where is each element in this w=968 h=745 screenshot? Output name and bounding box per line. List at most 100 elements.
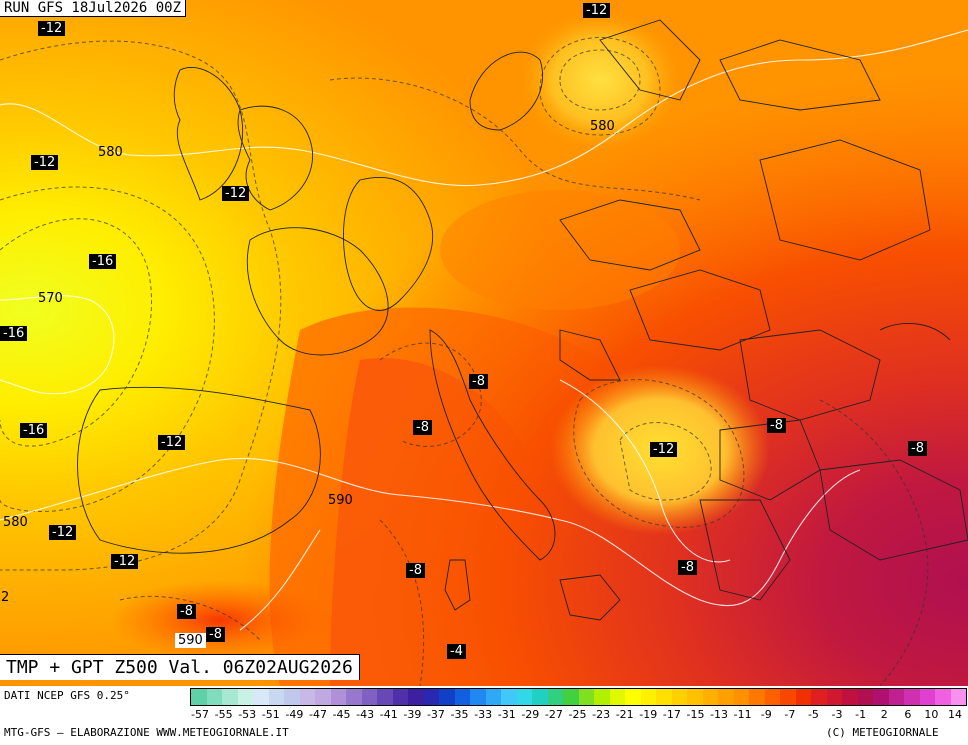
color-scale-swatch <box>826 689 842 705</box>
credit-right: (C) METEOGIORNALE <box>826 726 939 739</box>
color-scale-swatch <box>656 689 672 705</box>
temperature-label: -8 <box>206 627 225 642</box>
temperature-label: -12 <box>31 155 59 170</box>
temperature-field <box>0 0 968 686</box>
color-scale-swatch <box>563 689 579 705</box>
color-scale-tick-label: -33 <box>474 708 493 721</box>
color-scale-swatch <box>888 689 904 705</box>
color-scale-tick-label: -19 <box>639 708 658 721</box>
temperature-label: -16 <box>0 326 28 341</box>
color-scale-swatch <box>253 689 269 705</box>
color-scale-swatch <box>485 689 501 705</box>
color-scale-tick-label: -43 <box>356 708 375 721</box>
color-scale-tick-label: 2 <box>880 708 888 721</box>
temperature-label: -16 <box>89 254 117 269</box>
geopotential-label: 580 <box>98 145 123 160</box>
color-scale-ticks: -57 -55 -53 -51 -49 -47 -45 -43 -41 -39 -37 -35 -33-… <box>190 708 965 722</box>
color-scale-tick-label: 10 <box>924 708 939 721</box>
temperature-label: -12 <box>222 186 250 201</box>
temperature-label: -8 <box>469 374 488 389</box>
temperature-isotherms <box>0 37 929 686</box>
color-scale-tick-label: -55 <box>214 708 233 721</box>
map-title: TMP + GPT Z500 Val. 06Z02AUG2026 <box>0 654 360 680</box>
color-scale-swatch <box>206 689 222 705</box>
color-scale-tick-label: -57 <box>191 708 209 721</box>
geopotential-label: 590 <box>328 493 353 508</box>
color-scale <box>190 688 967 706</box>
color-scale-tick-label: -7 <box>784 708 796 721</box>
color-scale-tick-label: -27 <box>544 708 563 721</box>
color-scale-swatch <box>284 689 300 705</box>
color-scale-swatch <box>904 689 920 705</box>
temperature-label: -8 <box>908 441 927 456</box>
color-scale-tick-label: 6 <box>904 708 912 721</box>
color-scale-swatch <box>222 689 238 705</box>
color-scale-tick-label: -45 <box>332 708 351 721</box>
temperature-label: -12 <box>650 442 678 457</box>
temperature-label: -8 <box>413 420 432 435</box>
color-scale-tick-label: 14 <box>948 708 962 721</box>
color-scale-swatch <box>237 689 253 705</box>
color-scale-swatch <box>315 689 331 705</box>
footer: DATI NCEP GFS 0.25° -57 -55 -53 -51 -49 -47 -4… <box>0 686 968 745</box>
credit-left: MTG-GFS — ELABORAZIONE WWW.METEOGIORNALE… <box>4 726 289 739</box>
color-scale-tick-label: -25 <box>568 708 587 721</box>
color-scale-swatch <box>361 689 377 705</box>
color-scale-swatch <box>733 689 749 705</box>
color-scale-tick-label: -29 <box>521 708 540 721</box>
color-scale-swatch <box>532 689 548 705</box>
color-scale-tick-label: -49 <box>285 708 304 721</box>
country-borders <box>77 19 968 621</box>
color-scale-swatch <box>516 689 532 705</box>
temperature-label: 2 <box>1 590 10 605</box>
color-scale-swatch <box>408 689 424 705</box>
temperature-label: -8 <box>406 563 425 578</box>
color-scale-tick-label: -53 <box>238 708 257 721</box>
color-scale-tick-label: -21 <box>615 708 634 721</box>
color-scale-swatch <box>857 689 873 705</box>
color-scale-swatch <box>795 689 811 705</box>
color-scale-swatch <box>346 689 362 705</box>
color-scale-swatch <box>268 689 284 705</box>
color-scale-swatch <box>671 689 687 705</box>
color-scale-swatch <box>454 689 470 705</box>
color-scale-swatch <box>609 689 625 705</box>
color-scale-swatch <box>423 689 439 705</box>
weather-map <box>0 0 968 686</box>
geopotential-label: 580 <box>3 515 28 530</box>
temperature-label: -12 <box>49 525 77 540</box>
color-scale-swatch <box>501 689 517 705</box>
temperature-label: -8 <box>678 560 697 575</box>
geopotential-label: 570 <box>38 291 63 306</box>
temperature-label: -8 <box>767 418 786 433</box>
color-scale-swatch <box>935 689 951 705</box>
geopotential-label: 580 <box>590 119 615 134</box>
color-scale-tick-label: -17 <box>662 708 681 721</box>
color-scale-swatch <box>811 689 827 705</box>
color-scale-swatch <box>764 689 780 705</box>
color-scale-swatch <box>392 689 408 705</box>
color-scale-swatch <box>718 689 734 705</box>
color-scale-swatch <box>547 689 563 705</box>
temperature-label: -8 <box>177 604 196 619</box>
color-scale-tick-label: -1 <box>855 708 867 721</box>
color-scale-tick-label: -37 <box>426 708 445 721</box>
color-scale-tick-label: -9 <box>760 708 772 721</box>
color-scale-tick-label: -3 <box>831 708 843 721</box>
color-scale-tick-label: -47 <box>308 708 327 721</box>
color-scale-swatch <box>330 689 346 705</box>
color-scale-swatch <box>919 689 935 705</box>
temperature-label: -12 <box>111 554 139 569</box>
color-scale-tick-label: -51 <box>261 708 280 721</box>
color-scale-tick-label: -39 <box>403 708 422 721</box>
temperature-label: -12 <box>583 3 611 18</box>
color-scale-swatch <box>702 689 718 705</box>
geopotential-isohypses <box>0 29 968 631</box>
color-scale-swatch <box>640 689 656 705</box>
color-scale-swatch <box>842 689 858 705</box>
temperature-label: -16 <box>20 423 48 438</box>
color-scale-tick-label: -15 <box>686 708 705 721</box>
temperature-label: -4 <box>447 644 466 659</box>
data-source: DATI NCEP GFS 0.25° <box>4 689 130 702</box>
run-label: RUN GFS 18Jul2026 00Z <box>0 0 187 17</box>
